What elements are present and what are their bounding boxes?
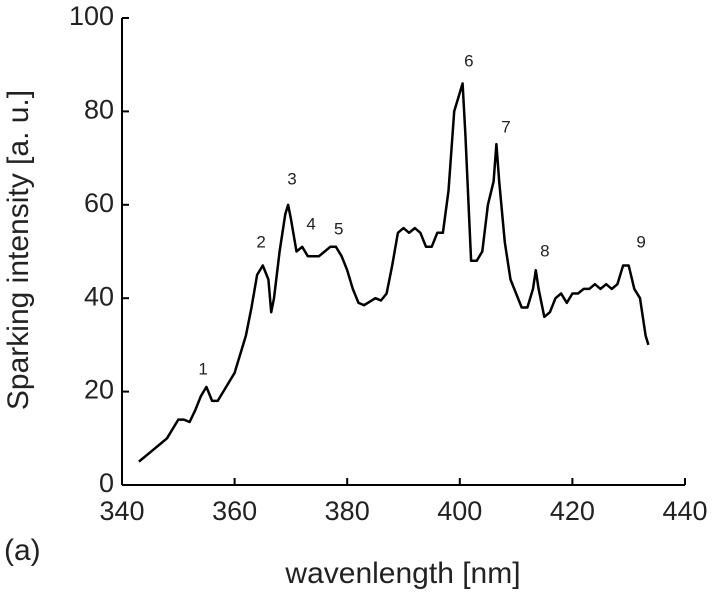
y-tick-label: 20 — [84, 375, 114, 405]
peak-label: 4 — [306, 214, 315, 233]
data-line — [138, 82, 650, 463]
x-tick-label: 360 — [212, 496, 257, 526]
panel-label: (a) — [4, 534, 41, 567]
x-tick-label: 420 — [550, 496, 595, 526]
peak-label: 3 — [287, 170, 296, 189]
peak-label: 5 — [334, 220, 343, 239]
y-axis-label: Sparking intensity [a. u.] — [2, 90, 35, 410]
y-tick-label: 80 — [84, 95, 114, 125]
peak-label: 1 — [198, 360, 207, 379]
peak-label: 7 — [501, 118, 510, 137]
x-axis-label: wavenlength [nm] — [284, 557, 520, 590]
x-tick-label: 340 — [99, 496, 144, 526]
peak-label: 2 — [256, 233, 265, 252]
peak-label: 9 — [636, 233, 645, 252]
x-tick-label: 380 — [325, 496, 370, 526]
x-tick-label: 440 — [662, 496, 707, 526]
y-tick-label: 0 — [99, 468, 114, 498]
y-tick-label: 40 — [84, 281, 114, 311]
x-tick-label: 400 — [437, 496, 482, 526]
peak-label: 8 — [540, 241, 549, 260]
y-tick-label: 100 — [69, 1, 114, 31]
peak-label: 6 — [464, 51, 473, 70]
y-tick-label: 60 — [84, 188, 114, 218]
